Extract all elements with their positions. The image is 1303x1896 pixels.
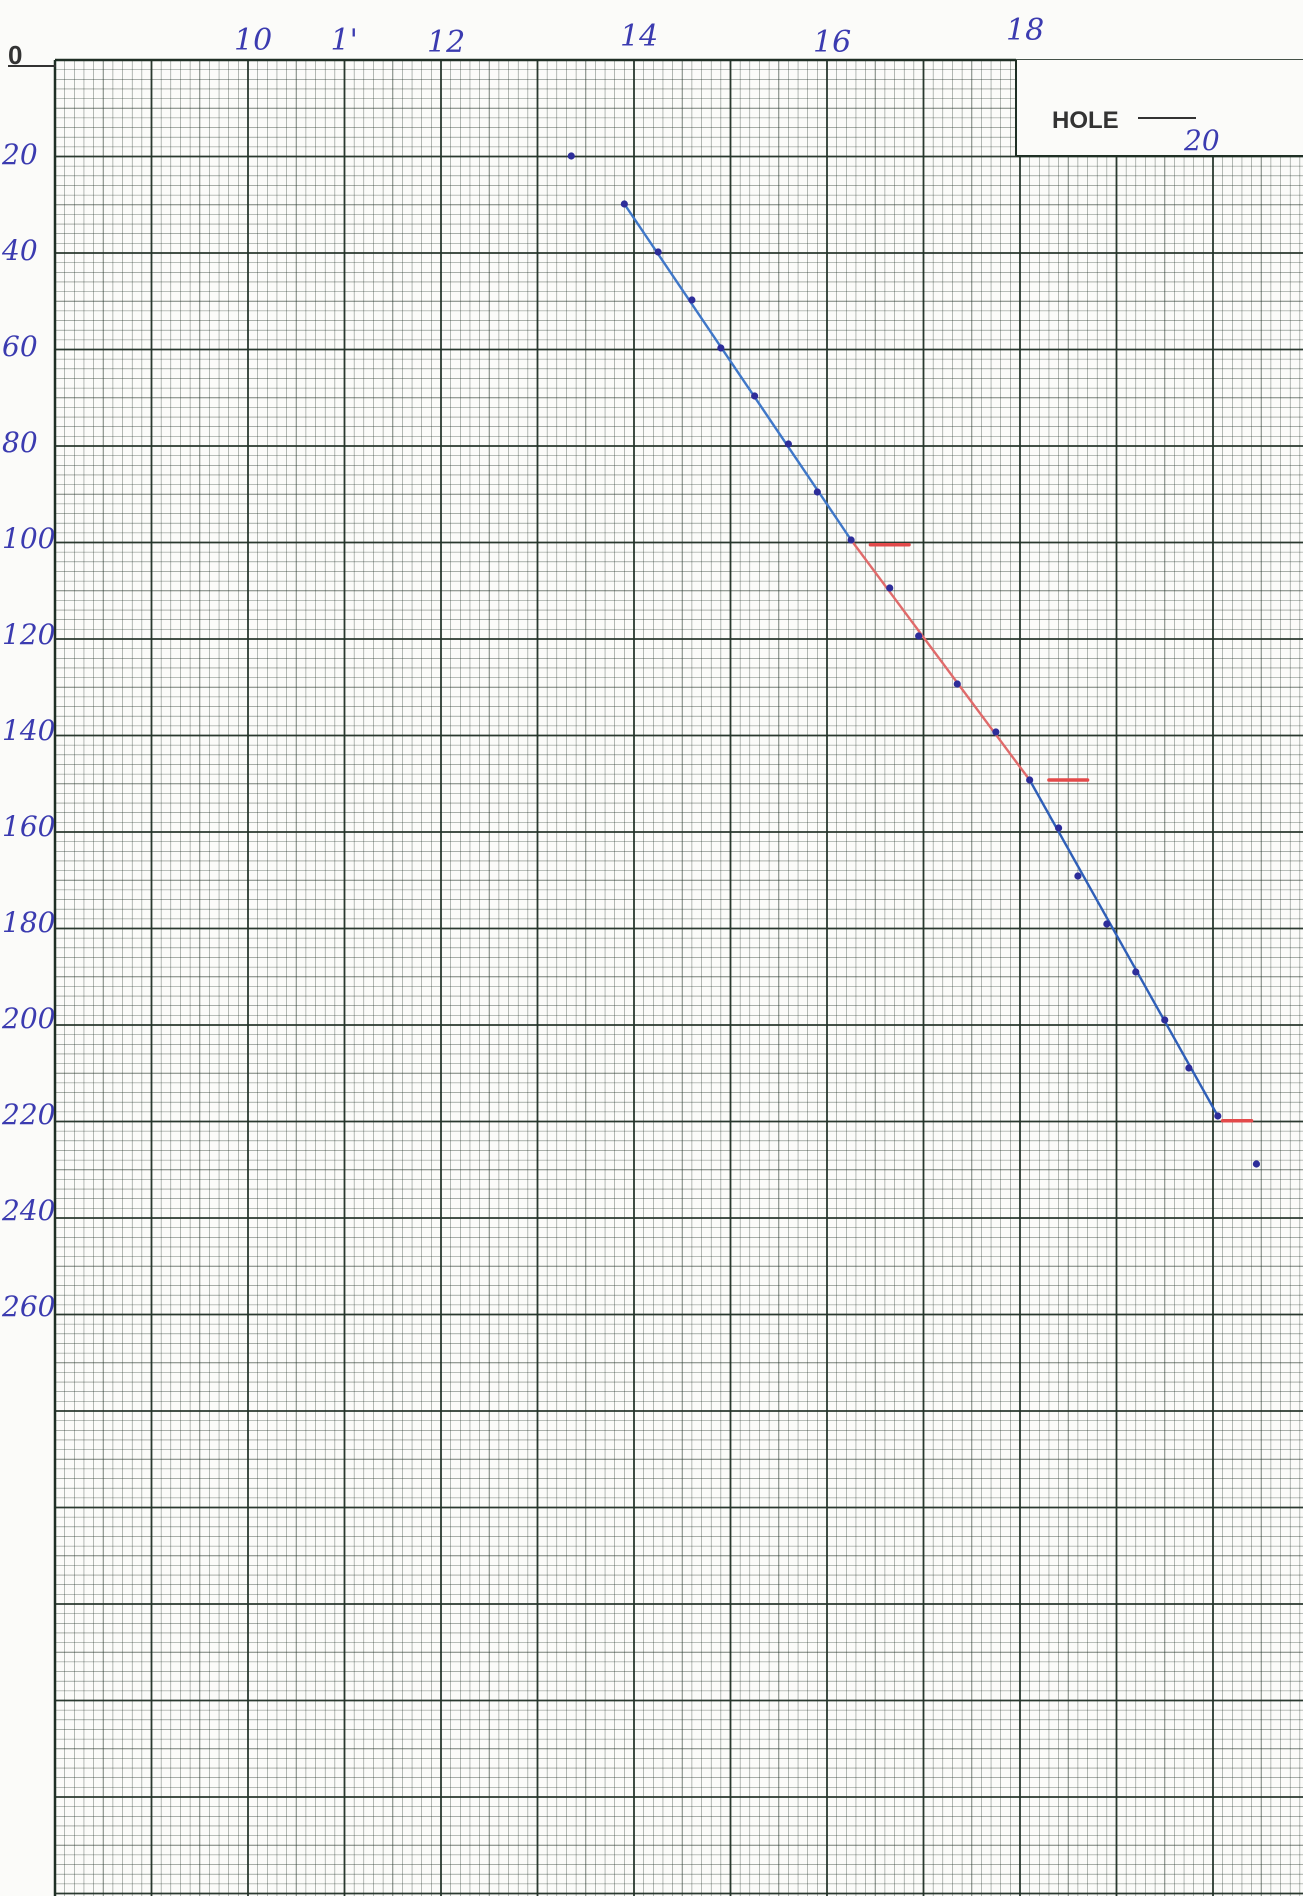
- hole-cutout: [1016, 60, 1303, 156]
- y-axis-labels: 20 40 60 80 100 120 140 160 180 200 220 240 260: [1, 138, 55, 1323]
- grid: [53, 58, 1303, 1896]
- data-point: [1026, 776, 1034, 784]
- y-tick-label: 60: [2, 330, 38, 363]
- y-tick-label: 200: [1, 1002, 55, 1035]
- x-tick-label: 16: [813, 25, 851, 60]
- data-point: [1132, 968, 1140, 976]
- y-tick-label: 120: [2, 618, 55, 651]
- data-point: [688, 296, 696, 304]
- y-tick-label: 260: [1, 1290, 55, 1323]
- data-point: [1252, 1160, 1261, 1168]
- data-point: [620, 200, 628, 208]
- data-point: [1161, 1016, 1169, 1024]
- data-point: [1074, 872, 1082, 880]
- y-tick-label: 220: [1, 1098, 55, 1131]
- data-point: [847, 536, 855, 544]
- y-tick-label: 80: [2, 426, 38, 459]
- x-tick-label: 14: [620, 19, 658, 54]
- data-point: [654, 248, 662, 256]
- data-points: [567, 152, 1261, 1168]
- data-point: [1214, 1112, 1222, 1120]
- data-point: [567, 152, 575, 160]
- x-axis-labels: 10 1' 12 14 16 18: [234, 13, 1044, 60]
- y-tick-label: 100: [2, 522, 55, 555]
- data-point: [784, 440, 793, 448]
- data-point: [1055, 824, 1063, 832]
- data-point: [813, 488, 821, 496]
- data-point: [915, 632, 923, 640]
- data-point: [717, 344, 725, 352]
- data-point: [953, 680, 961, 688]
- trend-line-middle: [850, 539, 1031, 781]
- trend-line-upper: [623, 203, 853, 541]
- data-point: [992, 728, 1000, 736]
- x-tick-label: 1': [331, 23, 358, 58]
- y-tick-label: 140: [2, 714, 55, 747]
- y-tick-label: 40: [1, 234, 38, 267]
- y-tick-label: 240: [1, 1194, 55, 1227]
- y-tick-label: 180: [2, 906, 55, 939]
- x-tick-label: 18: [1006, 13, 1044, 48]
- trend-line-lower: [1028, 779, 1219, 1117]
- y-tick-label: 160: [2, 810, 55, 843]
- y-tick-label: 20: [1, 138, 38, 171]
- data-point: [751, 392, 759, 400]
- data-point: [1185, 1064, 1193, 1072]
- origin-label: 0: [8, 40, 22, 70]
- hole-label: HOLE: [1052, 107, 1119, 134]
- x-tick-label: 12: [427, 25, 465, 60]
- hole-value: 20: [1183, 124, 1220, 157]
- trend-segments: [623, 203, 1219, 1117]
- data-point: [1103, 920, 1111, 928]
- data-point: [886, 584, 894, 592]
- x-tick-label: 10: [234, 23, 272, 58]
- red-markers: [868, 543, 1254, 1123]
